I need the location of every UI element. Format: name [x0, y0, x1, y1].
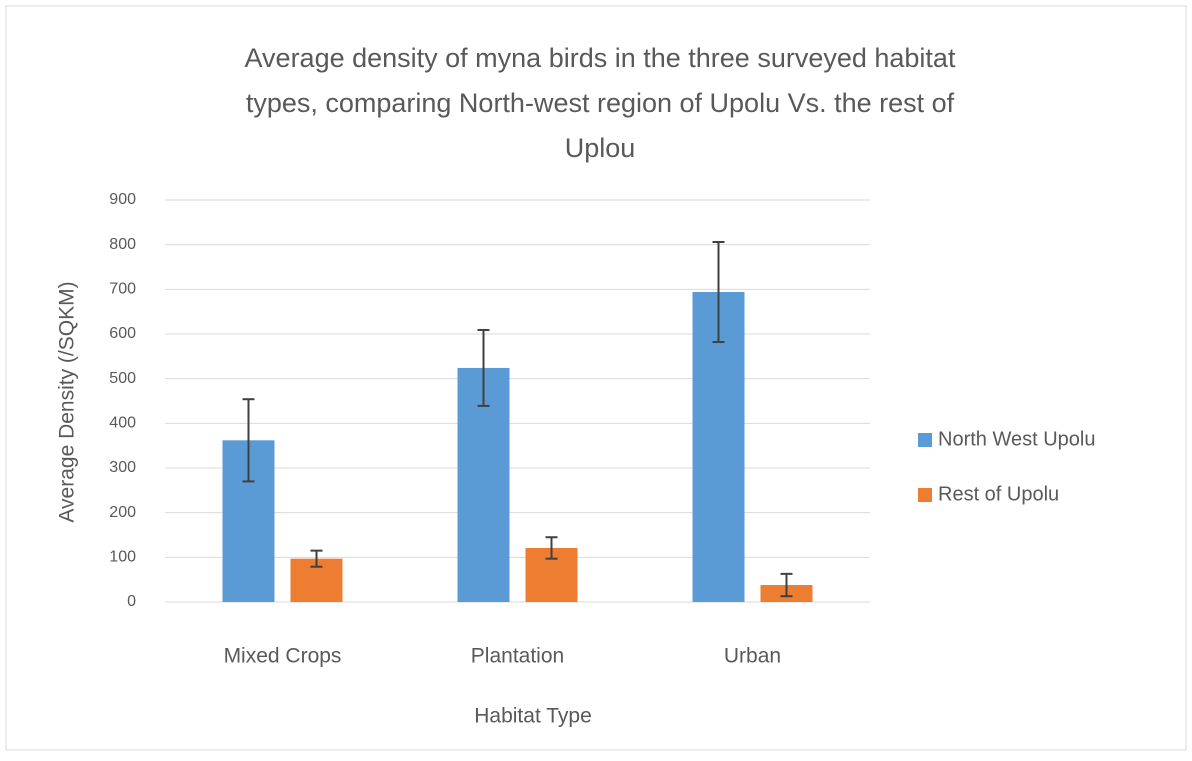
chart-border — [5, 5, 1187, 751]
error-bar — [712, 240, 725, 344]
y-tick-label: 900 — [109, 191, 136, 208]
error-bar — [780, 572, 793, 598]
chart-title: Uplou — [565, 133, 636, 163]
y-tick-label: 0 — [127, 593, 136, 610]
legend-swatch — [918, 488, 932, 502]
legend-label: North West Upolu — [938, 428, 1095, 450]
chart-title: Average density of myna birds in the thr… — [245, 43, 956, 73]
y-tick-label: 500 — [109, 370, 136, 387]
error-bar — [545, 536, 558, 560]
error-bar — [477, 328, 490, 407]
error-bar — [242, 398, 255, 483]
x-axis-label: Habitat Type — [474, 705, 592, 728]
y-axis-label: Average Density (/SQKM) — [56, 281, 79, 522]
error-bar — [310, 549, 323, 568]
y-tick-label: 400 — [109, 415, 136, 432]
chart-title: types, comparing North-west region of Up… — [246, 88, 955, 118]
legend-swatch — [918, 433, 932, 447]
y-tick-label: 200 — [109, 504, 136, 521]
legend-label: Rest of Upolu — [938, 483, 1059, 505]
x-tick-label: Urban — [724, 645, 781, 668]
y-tick-label: 100 — [109, 549, 136, 566]
bar — [457, 367, 510, 602]
bar — [692, 292, 745, 602]
y-tick-label: 800 — [109, 236, 136, 253]
y-tick-label: 700 — [109, 281, 136, 298]
y-tick-label: 600 — [109, 325, 136, 342]
y-tick-label: 300 — [109, 459, 136, 476]
x-tick-label: Mixed Crops — [224, 645, 342, 668]
x-tick-label: Plantation — [471, 645, 564, 668]
